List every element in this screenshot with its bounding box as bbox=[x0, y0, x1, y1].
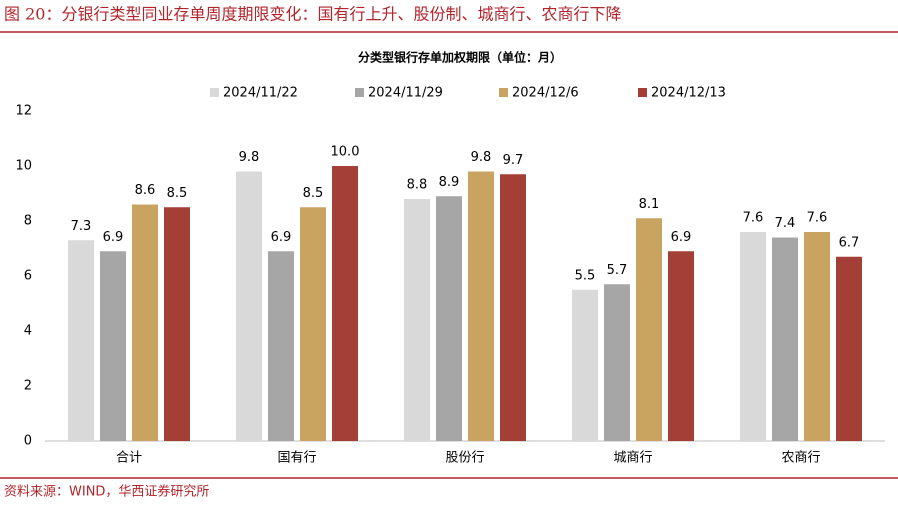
data-label: 5.5 bbox=[575, 268, 596, 283]
bar bbox=[332, 166, 358, 441]
data-label: 8.9 bbox=[439, 175, 460, 190]
data-label: 6.9 bbox=[271, 230, 292, 245]
bar bbox=[100, 251, 126, 441]
bar bbox=[300, 207, 326, 441]
x-tick-label: 国有行 bbox=[277, 451, 316, 466]
x-tick-label: 合计 bbox=[116, 451, 142, 466]
bar bbox=[164, 207, 190, 441]
bar bbox=[468, 171, 494, 441]
data-label: 10.0 bbox=[331, 145, 360, 160]
figure-caption: 图 20：分银行类型同业存单周度期限变化：国有行上升、股份制、城商行、农商行下降 bbox=[4, 5, 621, 24]
bar bbox=[500, 174, 526, 441]
data-label: 8.5 bbox=[167, 186, 188, 201]
legend-swatch bbox=[638, 88, 647, 97]
data-label: 5.7 bbox=[607, 263, 628, 278]
bar bbox=[668, 251, 694, 441]
y-tick-label: 2 bbox=[24, 379, 32, 394]
data-label: 7.6 bbox=[807, 211, 828, 226]
data-label: 9.8 bbox=[471, 150, 492, 165]
data-label: 7.4 bbox=[775, 216, 796, 231]
legend-label: 2024/11/29 bbox=[368, 86, 443, 101]
legend-label: 2024/11/22 bbox=[223, 86, 298, 101]
source-note: 资料来源：WIND，华西证券研究所 bbox=[4, 484, 209, 500]
y-tick-label: 0 bbox=[24, 434, 32, 449]
y-tick-label: 12 bbox=[15, 104, 32, 119]
bar bbox=[268, 251, 294, 441]
legend-label: 2024/12/6 bbox=[512, 86, 579, 101]
data-label: 8.1 bbox=[639, 197, 660, 212]
data-label: 6.9 bbox=[103, 230, 124, 245]
chart-title: 分类型银行存单加权期限（单位：月） bbox=[358, 50, 562, 65]
bar bbox=[404, 199, 430, 441]
data-label: 6.9 bbox=[671, 230, 692, 245]
legend-label: 2024/12/13 bbox=[651, 86, 726, 101]
data-label: 9.8 bbox=[239, 150, 260, 165]
bar bbox=[132, 204, 158, 441]
bar bbox=[772, 237, 798, 441]
bar bbox=[804, 232, 830, 441]
bar bbox=[836, 256, 862, 441]
bar bbox=[740, 232, 766, 441]
bar bbox=[572, 289, 598, 441]
data-label: 7.3 bbox=[71, 219, 92, 234]
bar bbox=[604, 284, 630, 441]
bar bbox=[636, 218, 662, 441]
y-tick-label: 8 bbox=[24, 214, 32, 229]
y-tick-label: 10 bbox=[15, 159, 32, 174]
x-tick-label: 股份行 bbox=[445, 451, 484, 466]
data-label: 6.7 bbox=[839, 235, 860, 250]
y-tick-label: 4 bbox=[24, 324, 32, 339]
data-label: 7.6 bbox=[743, 211, 764, 226]
bar bbox=[236, 171, 262, 441]
legend-swatch bbox=[355, 88, 364, 97]
legend-swatch bbox=[499, 88, 508, 97]
data-label: 9.7 bbox=[503, 153, 524, 168]
x-tick-label: 城商行 bbox=[613, 451, 652, 466]
x-tick-label: 农商行 bbox=[781, 451, 820, 466]
data-label: 8.6 bbox=[135, 183, 156, 198]
bar bbox=[68, 240, 94, 441]
legend-swatch bbox=[210, 88, 219, 97]
data-label: 8.5 bbox=[303, 186, 324, 201]
data-label: 8.8 bbox=[407, 178, 428, 193]
bar bbox=[436, 196, 462, 441]
y-tick-label: 6 bbox=[24, 269, 32, 284]
